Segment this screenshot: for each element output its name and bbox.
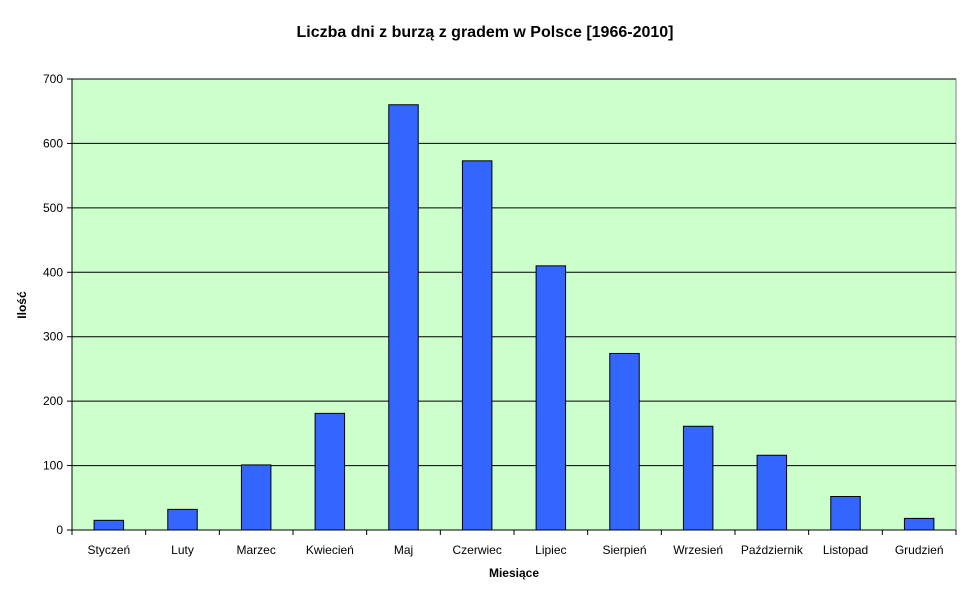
plot-area bbox=[71, 78, 957, 531]
bar bbox=[167, 508, 198, 531]
bar bbox=[609, 352, 640, 531]
x-tick-label: Wrzesień bbox=[673, 543, 723, 557]
bar bbox=[830, 495, 861, 531]
bar bbox=[240, 464, 272, 531]
x-tick-label: Sierpień bbox=[602, 543, 646, 557]
y-tick-label: 600 bbox=[43, 136, 63, 150]
x-tick-label: Marzec bbox=[236, 543, 275, 557]
x-tick-label: Styczeń bbox=[87, 543, 130, 557]
y-tick-label: 500 bbox=[43, 201, 63, 215]
y-tick-label: 300 bbox=[43, 330, 63, 344]
x-axis-label: Miesiące bbox=[489, 566, 539, 580]
x-tick-label: Maj bbox=[394, 543, 413, 557]
x-tick-label: Kwiecień bbox=[306, 543, 354, 557]
x-tick-label: Październik bbox=[741, 543, 804, 557]
bar bbox=[682, 425, 714, 531]
chart-title: Liczba dni z burzą z gradem w Polsce [19… bbox=[296, 24, 673, 41]
bar bbox=[756, 454, 788, 531]
y-tick-label: 100 bbox=[43, 459, 63, 473]
y-tick-label: 400 bbox=[43, 265, 63, 279]
x-tick-label: Listopad bbox=[823, 543, 868, 557]
bar bbox=[903, 517, 935, 531]
y-axis: 0 100 200 300 400 500 600 700 bbox=[43, 72, 73, 537]
bar bbox=[535, 265, 567, 531]
y-axis-label: Ilość bbox=[15, 291, 29, 319]
bar bbox=[93, 519, 125, 531]
x-tick-label: Czerwiec bbox=[452, 543, 501, 557]
x-tick-label: Luty bbox=[171, 543, 194, 557]
gridlines bbox=[72, 78, 956, 467]
bars bbox=[93, 104, 935, 531]
y-tick-label: 700 bbox=[43, 72, 63, 86]
x-tick-label: Grudzień bbox=[895, 543, 944, 557]
bar bbox=[388, 104, 419, 531]
x-tick-label: Lipiec bbox=[535, 543, 566, 557]
x-axis: Styczeń Luty Marzec Kwiecień Maj Czerwiec Lipi… bbox=[71, 529, 957, 557]
y-tick-label: 200 bbox=[43, 394, 63, 408]
bar bbox=[461, 160, 493, 531]
y-tick-label: 0 bbox=[56, 523, 63, 537]
bar bbox=[314, 412, 346, 531]
